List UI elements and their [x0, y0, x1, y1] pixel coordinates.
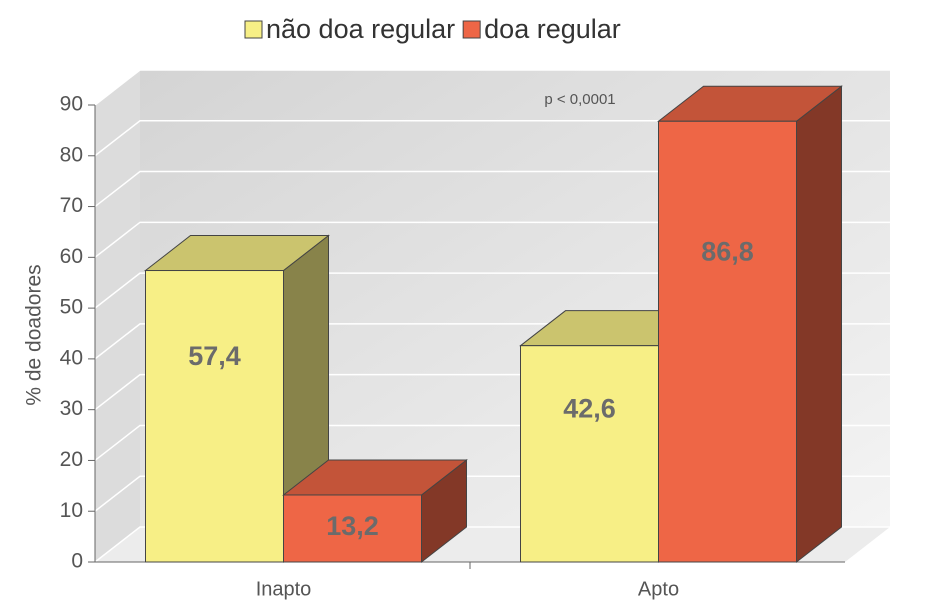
bar — [282, 458, 468, 564]
value-label: 57,4 — [188, 341, 241, 371]
bar-side — [796, 85, 842, 564]
y-tick-label: 70 — [60, 194, 83, 217]
value-label: 86,8 — [701, 237, 754, 267]
grid-line — [94, 120, 890, 157]
value-label: 42,6 — [563, 394, 616, 424]
y-tick-label: 80 — [60, 143, 83, 166]
grid-line — [94, 272, 890, 309]
legend-label: não doa regular — [266, 14, 455, 44]
bar-front — [520, 345, 659, 563]
legend-swatch — [462, 20, 481, 39]
bar-front — [658, 120, 797, 563]
grid-line — [94, 170, 890, 208]
bar — [144, 234, 330, 564]
value-label: 13,2 — [326, 511, 379, 541]
y-tick-label: 0 — [71, 550, 83, 573]
x-tick-label: Inapto — [256, 578, 312, 600]
y-tick-label: 60 — [60, 245, 83, 268]
x-tick-label: Apto — [638, 578, 679, 600]
y-tick-label: 20 — [60, 448, 83, 471]
y-tick-label: 30 — [60, 397, 83, 420]
plot-side-wall — [95, 70, 140, 562]
y-axis-label: % de doadores — [23, 264, 46, 405]
annotation: p < 0,0001 — [544, 91, 615, 108]
legend-label: doa regular — [484, 14, 621, 44]
bar-front — [145, 270, 284, 563]
y-tick-label: 10 — [60, 499, 83, 522]
bar — [657, 85, 843, 564]
bar-front — [283, 494, 422, 563]
legend-swatch — [244, 20, 263, 39]
grid-line — [94, 221, 890, 258]
grid-line — [94, 69, 890, 106]
y-tick-label: 90 — [60, 93, 83, 116]
y-tick-label: 50 — [60, 296, 83, 319]
y-tick-label: 40 — [60, 346, 83, 369]
